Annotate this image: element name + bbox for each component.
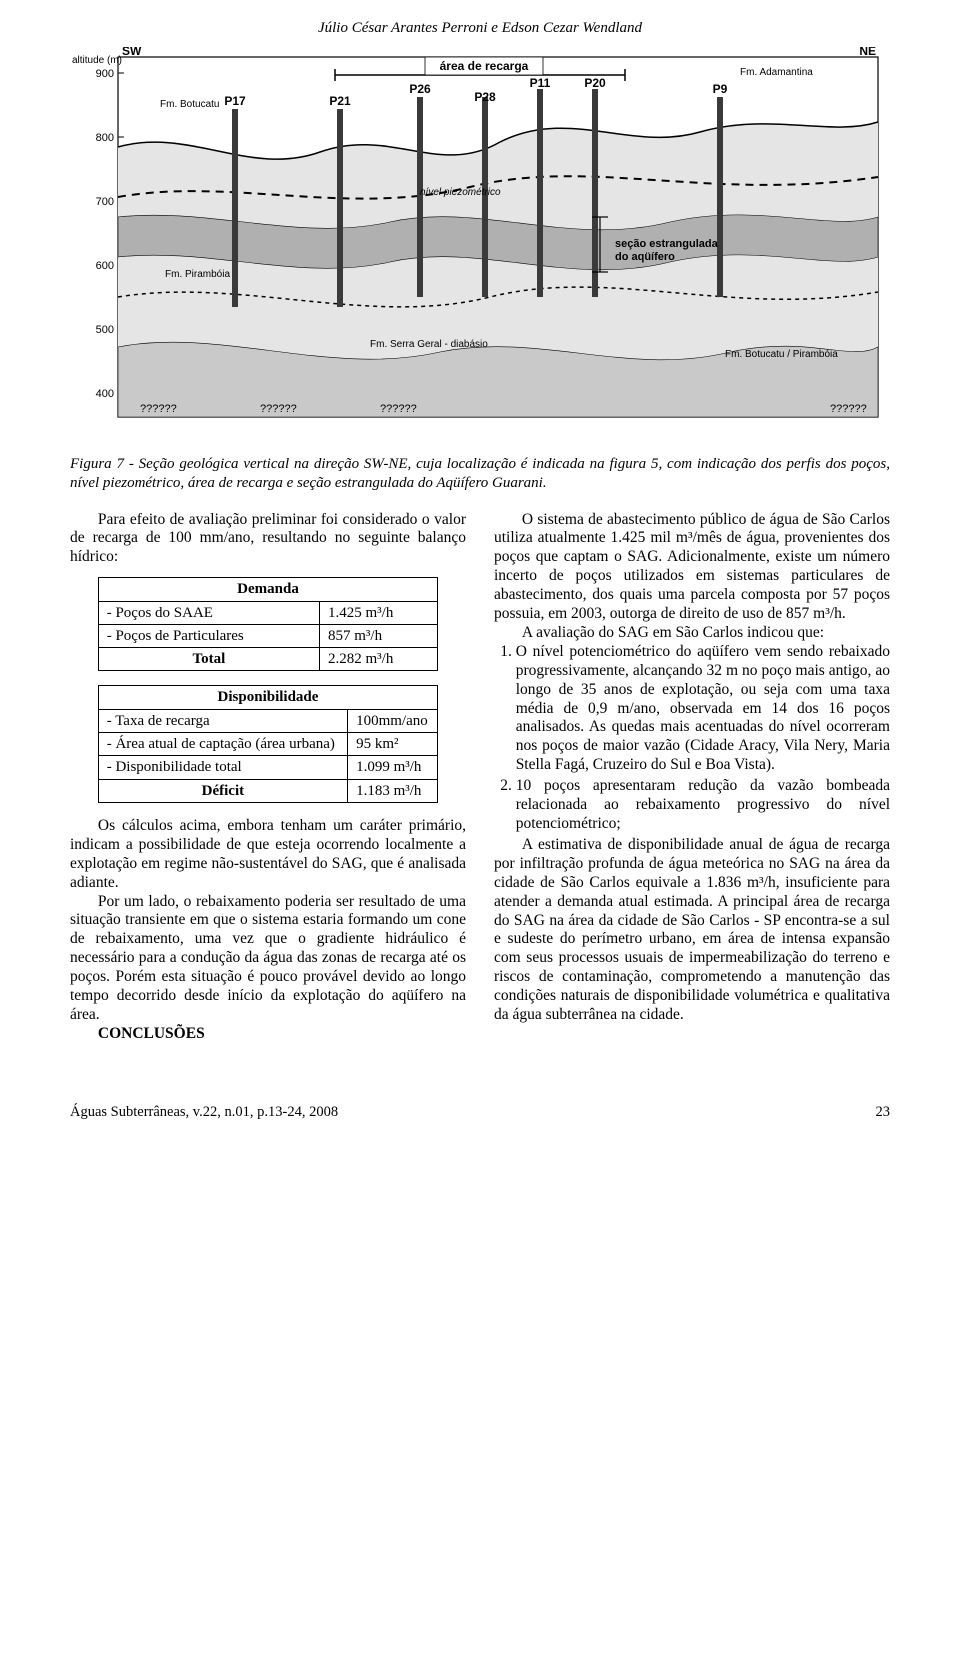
table-row: - Poços de Particulares857 m³/h: [98, 624, 438, 647]
table-row: - Taxa de recarga100mm/ano: [98, 709, 438, 732]
fm-bot-pir: Fm. Botucatu / Pirambóia: [725, 349, 838, 360]
ytick: 600: [96, 260, 114, 272]
table-row: - Poços do SAAE1.425 m³/h: [98, 601, 438, 624]
table-header: Disponibilidade: [98, 686, 438, 709]
paragraph: Os cálculos acima, embora tenham um cará…: [70, 817, 466, 893]
figure-caption: Figura 7 - Seção geológica vertical na d…: [70, 455, 890, 493]
well-label: P20: [584, 76, 606, 90]
footer-citation: Águas Subterrâneas, v.22, n.01, p.13-24,…: [70, 1104, 338, 1121]
qmarks: ??????: [830, 403, 867, 415]
table-row: - Área atual de captação (área urbana)95…: [98, 733, 438, 756]
ytick: 500: [96, 324, 114, 336]
sw-label: SW: [122, 47, 142, 58]
estrang-label-2: do aqüífero: [615, 251, 675, 263]
paragraph: Por um lado, o rebaixamento poderia ser …: [70, 893, 466, 1025]
fm-botucatu: Fm. Botucatu: [160, 99, 219, 110]
well-label: P26: [409, 82, 431, 96]
qmarks: ??????: [380, 403, 417, 415]
demanda-table: Demanda - Poços do SAAE1.425 m³/h - Poço…: [98, 577, 439, 671]
paragraph: O sistema de abastecimento público de ág…: [494, 511, 890, 624]
ytick: 700: [96, 196, 114, 208]
qmarks: ??????: [140, 403, 177, 415]
page-footer: Águas Subterrâneas, v.22, n.01, p.13-24,…: [70, 1104, 890, 1121]
fm-serra-geral: Fm. Serra Geral - diabásio: [370, 339, 488, 350]
well-label: P11: [530, 76, 551, 90]
page-number: 23: [876, 1104, 891, 1121]
recharge-label: área de recarga: [440, 59, 529, 73]
list-item: 10 poços apresentaram redução da vazão b…: [516, 777, 890, 834]
fm-pirambioa: Fm. Pirambóia: [165, 269, 230, 280]
table-row: - Disponibilidade total1.099 m³/h: [98, 756, 438, 779]
geological-section-figure: 900 800 700 600 500 400: [70, 47, 890, 447]
disponibilidade-table: Disponibilidade - Taxa de recarga100mm/a…: [98, 685, 439, 802]
ytick: 400: [96, 388, 114, 400]
well-label: P9: [713, 82, 728, 96]
ytick: 900: [96, 68, 114, 80]
qmarks: ??????: [260, 403, 297, 415]
running-head: Júlio César Arantes Perroni e Edson Ceza…: [70, 20, 890, 37]
well-label: P17: [224, 94, 246, 108]
table-row: Total 2.282 m³/h: [98, 648, 438, 671]
well-label: P28: [474, 90, 496, 104]
table-header: Demanda: [98, 578, 438, 601]
paragraph: Para efeito de avaliação preliminar foi …: [70, 511, 466, 568]
alt-label: altitude (m): [72, 55, 122, 66]
table-row: Déficit 1.183 m³/h: [98, 779, 438, 802]
paragraph: A estimativa de disponibilidade anual de…: [494, 836, 890, 1025]
findings-list: O nível potenciométrico do aqüífero vem …: [516, 643, 890, 834]
section-heading: CONCLUSÕES: [70, 1025, 466, 1044]
ne-label: NE: [859, 47, 876, 58]
ytick: 800: [96, 132, 114, 144]
paragraph: A avaliação do SAG em São Carlos indicou…: [494, 624, 890, 643]
piezo-label: nível piezométrico: [420, 187, 501, 198]
fm-adamantina: Fm. Adamantina: [740, 67, 813, 78]
well-label: P21: [329, 94, 351, 108]
estrang-label-1: seção estrangulada: [615, 238, 719, 250]
body-text: Para efeito de avaliação preliminar foi …: [70, 511, 890, 1044]
list-item: O nível potenciométrico do aqüífero vem …: [516, 643, 890, 775]
